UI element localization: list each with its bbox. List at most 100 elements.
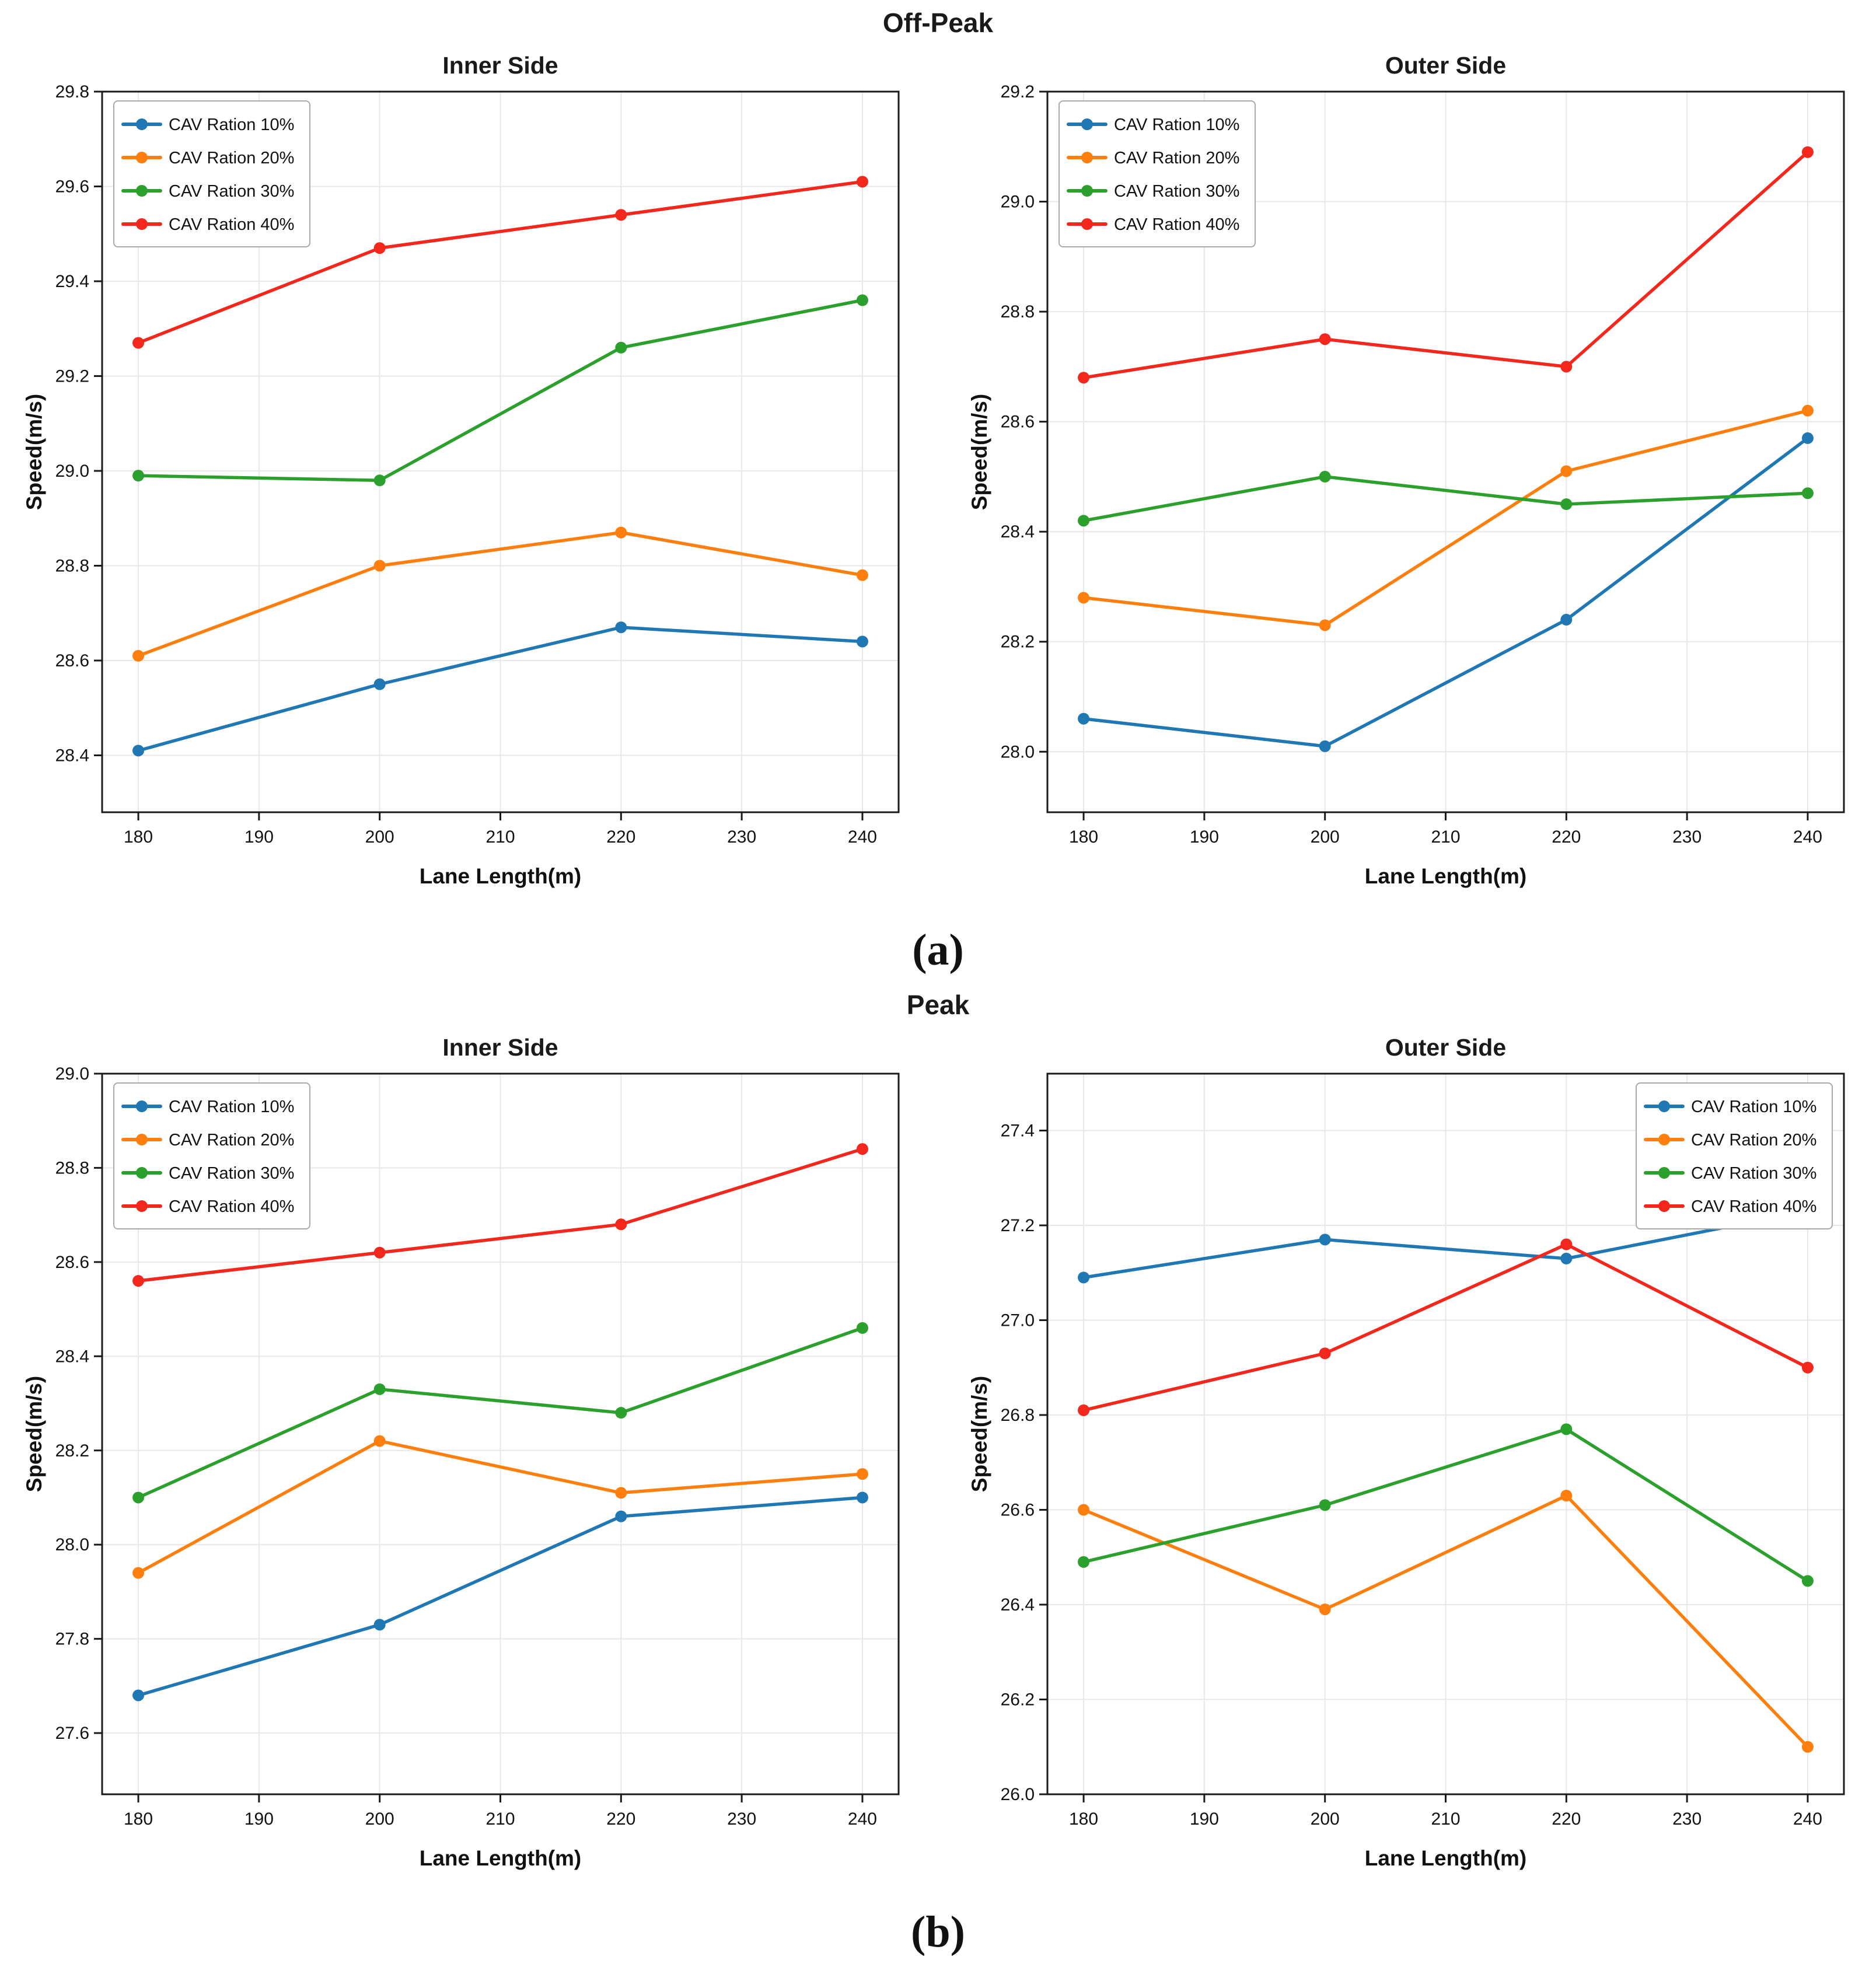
data-point-marker	[1078, 1556, 1090, 1568]
series-line	[1082, 1209, 1809, 1280]
y-tick-label: 26.6	[1001, 1501, 1035, 1520]
x-tick-label: 190	[244, 827, 274, 847]
legend-label: CAV Ration 10%	[1114, 116, 1239, 134]
data-point-marker	[132, 649, 145, 662]
series-line	[137, 530, 864, 658]
data-point-marker	[373, 242, 386, 254]
legend-label: CAV Ration 40%	[169, 215, 294, 234]
series-line	[137, 180, 864, 345]
legend-marker-dot	[136, 185, 148, 197]
data-point-marker	[1560, 614, 1573, 626]
y-tick-label: 26.2	[1001, 1690, 1035, 1710]
data-point-marker	[1319, 1347, 1331, 1360]
x-tick-label: 200	[1311, 1809, 1340, 1829]
legend-box	[1636, 1082, 1833, 1229]
data-point-marker	[1319, 740, 1331, 752]
data-point-marker	[1078, 515, 1090, 527]
x-axis-label: Lane Length(m)	[1365, 864, 1526, 888]
data-point-marker	[1560, 1238, 1573, 1250]
x-tick-label: 220	[606, 1809, 635, 1829]
data-point-marker	[1560, 465, 1573, 477]
chart-peak-inner-side: 180 190 200 210 220 230 240 27.6 27.8 28.0 28.2 28.…	[15, 1024, 916, 1885]
data-point-marker	[1560, 498, 1573, 511]
data-point-marker	[373, 678, 386, 690]
chart-row-off-peak: 180 190 200 210 220 230 240 28.4 28.6 28.8 29.0 29.…	[0, 42, 1876, 903]
data-point-marker	[373, 1246, 386, 1259]
y-tick-label: 28.6	[55, 1253, 89, 1272]
y-tick-label: 29.2	[55, 367, 89, 386]
x-tick-label: 240	[1793, 827, 1822, 847]
legend-marker-dot	[136, 1167, 148, 1179]
x-axis-label: Lane Length(m)	[1365, 1846, 1526, 1870]
x-tick-label: 220	[1552, 1809, 1581, 1829]
series-line	[137, 1147, 864, 1283]
legend-marker-dot	[136, 1134, 148, 1145]
panel-label-b: (b)	[911, 1907, 965, 1956]
legend-label: CAV Ration 20%	[1114, 149, 1239, 167]
series-line	[1082, 436, 1809, 748]
y-tick-label: 27.6	[55, 1724, 89, 1743]
y-tick-label: 26.4	[1001, 1595, 1035, 1615]
x-tick-label: 190	[1190, 1809, 1219, 1829]
y-tick-label: 26.8	[1001, 1406, 1035, 1425]
y-tick-label: 27.2	[1001, 1216, 1035, 1235]
data-point-marker	[1801, 432, 1814, 444]
data-point-marker	[1560, 1490, 1573, 1502]
chart-off-peak-inner-side: 180 190 200 210 220 230 240 28.4 28.6 28.8 29.0 29.…	[15, 42, 916, 903]
data-point-marker	[1801, 1741, 1814, 1753]
x-tick-label: 180	[1069, 1809, 1098, 1829]
legend-label: CAV Ration 10%	[169, 1098, 294, 1116]
data-point-marker	[1801, 1361, 1814, 1374]
data-point-marker	[1801, 487, 1814, 499]
series-line	[1082, 150, 1809, 379]
x-tick-label: 210	[485, 827, 515, 847]
data-point-marker	[373, 560, 386, 572]
x-tick-label: 200	[365, 827, 394, 847]
data-point-marker	[1560, 361, 1573, 373]
y-tick-label: 28.4	[55, 1347, 89, 1366]
x-tick-label: 240	[1793, 1809, 1822, 1829]
data-point-marker	[1078, 372, 1090, 384]
data-point-marker	[856, 176, 868, 188]
data-point-marker	[615, 1218, 627, 1231]
y-tick-label: 27.0	[1001, 1311, 1035, 1330]
data-point-marker	[1078, 1404, 1090, 1416]
data-point-marker	[615, 1407, 627, 1419]
data-point-marker	[1078, 712, 1090, 725]
y-tick-label: 27.8	[55, 1630, 89, 1649]
data-point-marker	[1560, 1252, 1573, 1264]
data-point-marker	[1078, 1504, 1090, 1516]
chart-title: Outer Side	[1385, 1034, 1506, 1061]
legend-label: CAV Ration 30%	[1114, 182, 1239, 201]
x-tick-label: 200	[365, 1809, 394, 1829]
x-tick-label: 180	[1069, 827, 1098, 847]
x-tick-label: 230	[1672, 827, 1702, 847]
legend-box	[1058, 100, 1256, 247]
data-point-marker	[1801, 146, 1814, 158]
y-tick-label: 28.6	[1001, 413, 1035, 432]
chart-title: Inner Side	[442, 1034, 558, 1061]
legend-marker-dot	[1081, 185, 1093, 197]
line-chart-svg: 180 190 200 210 220 230 240 27.6 27.8 28.0 28.2 28.…	[22, 1034, 900, 1870]
legend-label: CAV Ration 30%	[169, 182, 294, 201]
legend-label: CAV Ration 20%	[169, 1131, 294, 1150]
data-point-marker	[856, 635, 868, 648]
series-line	[1082, 409, 1809, 627]
legend-label: CAV Ration 10%	[1691, 1098, 1816, 1116]
chart-title: Outer Side	[1385, 52, 1506, 79]
y-tick-label: 29.4	[55, 272, 89, 291]
legend-label: CAV Ration 20%	[1691, 1131, 1816, 1150]
x-tick-label: 180	[124, 1809, 153, 1829]
series-line	[137, 298, 864, 482]
panel-label-a: (a)	[912, 925, 964, 974]
legend-marker-dot	[1081, 152, 1093, 163]
series-line	[137, 1496, 864, 1697]
legend-marker-dot	[1658, 1100, 1670, 1112]
data-point-marker	[132, 1275, 145, 1287]
x-tick-label: 230	[727, 1809, 756, 1829]
data-point-marker	[132, 1567, 145, 1579]
y-tick-label: 28.0	[1001, 742, 1035, 761]
data-point-marker	[1319, 333, 1331, 345]
data-point-marker	[1801, 1575, 1814, 1587]
